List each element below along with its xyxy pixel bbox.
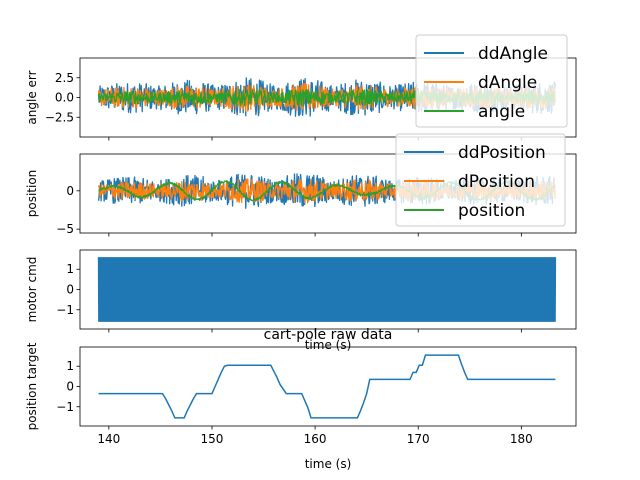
x-tick-label: 160 [304, 432, 327, 446]
x-tick-label: 180 [510, 432, 533, 446]
x-axis-label: time (s) [305, 338, 352, 352]
legend-entry-ddPosition: ddPosition [458, 143, 546, 163]
legend: ddAngle dAngle angle [415, 34, 568, 128]
y-tick-label: −1 [56, 400, 74, 414]
legend-frame [395, 133, 566, 227]
y-tick-label: 0 [66, 184, 74, 198]
legend-entry-ddAngle: ddAngle [478, 44, 548, 64]
x-axis-label: time (s) [305, 457, 352, 471]
y-axis-label: motor cmd [25, 257, 39, 323]
y-tick-label: −5 [56, 222, 74, 236]
y-tick-label: 0 [66, 380, 74, 394]
y-tick-label: 1 [66, 359, 74, 373]
axes-frame-4 [79, 346, 577, 427]
x-tick-label: 170 [407, 432, 430, 446]
y-axis-label: position [25, 170, 39, 218]
legend-entry-dAngle: dAngle [478, 73, 537, 93]
plot-area-4 [98, 354, 556, 419]
y-tick-label: −1 [56, 303, 74, 317]
axes-frame-2 [79, 153, 577, 234]
x-tick-label: 150 [201, 432, 224, 446]
y-tick-label: 0.0 [55, 91, 74, 105]
legend-entry-dPosition: dPosition [458, 172, 535, 192]
y-tick-label: 1 [66, 262, 74, 276]
y-axis-label: position target [25, 342, 39, 430]
panel-3: 1 0 −1 motor cmd time (s) [25, 249, 577, 352]
y-tick-label: 0 [66, 283, 74, 297]
legend-entry-angle: angle [478, 102, 525, 122]
legend-frame [415, 34, 568, 128]
series-motor-cmd-line [97, 257, 557, 322]
legend-entry-position: position [458, 201, 525, 221]
x-tick-label: 140 [97, 432, 120, 446]
legend: ddPosition dPosition position [395, 133, 566, 227]
y-tick-label: −2.5 [45, 110, 74, 124]
y-axis-label: angle err [25, 70, 39, 124]
plot-area-3 [97, 257, 557, 322]
chart-title: cart-pole raw data [264, 327, 393, 343]
series-position-target-line [98, 354, 556, 419]
panel-4: 1 0 −1 140 150 160 170 180 position target time (… [25, 327, 577, 471]
y-tick-label: 2.5 [55, 71, 74, 85]
